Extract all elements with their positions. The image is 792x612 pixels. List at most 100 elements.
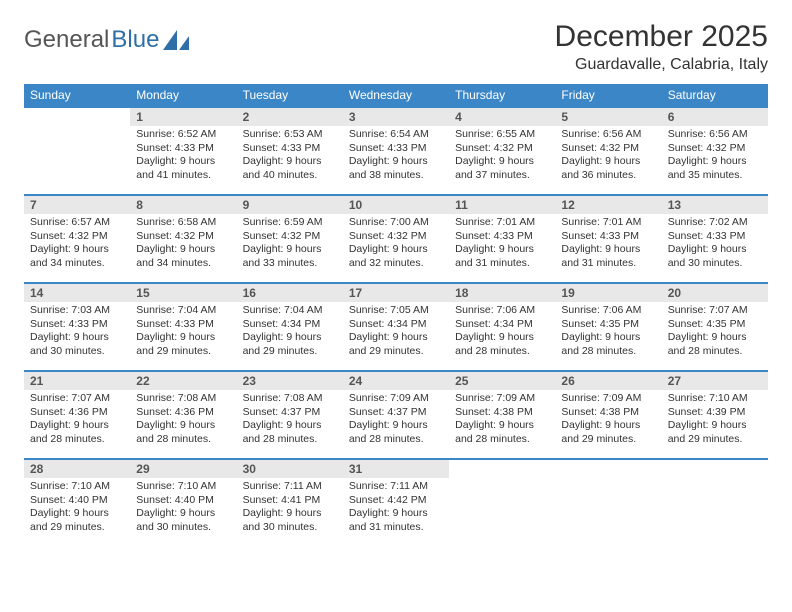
daylight-text: Daylight: 9 hours and 28 minutes. <box>243 419 337 446</box>
day-details: Sunrise: 7:10 AMSunset: 4:39 PMDaylight:… <box>662 390 768 451</box>
weekday-header: Wednesday <box>343 84 449 107</box>
sunset-text: Sunset: 4:35 PM <box>668 318 762 332</box>
sunset-text: Sunset: 4:38 PM <box>455 406 549 420</box>
daylight-text: Daylight: 9 hours and 28 minutes. <box>30 419 124 446</box>
calendar-day-cell: 21Sunrise: 7:07 AMSunset: 4:36 PMDayligh… <box>24 371 130 459</box>
weekday-header: Thursday <box>449 84 555 107</box>
daylight-text: Daylight: 9 hours and 29 minutes. <box>561 419 655 446</box>
daylight-text: Daylight: 9 hours and 29 minutes. <box>668 419 762 446</box>
sunrise-text: Sunrise: 7:01 AM <box>561 216 655 230</box>
daylight-text: Daylight: 9 hours and 35 minutes. <box>668 155 762 182</box>
day-number: 18 <box>449 284 555 302</box>
sunset-text: Sunset: 4:32 PM <box>561 142 655 156</box>
day-details: Sunrise: 7:11 AMSunset: 4:42 PMDaylight:… <box>343 478 449 539</box>
daylight-text: Daylight: 9 hours and 31 minutes. <box>561 243 655 270</box>
sunset-text: Sunset: 4:38 PM <box>561 406 655 420</box>
sunrise-text: Sunrise: 7:08 AM <box>136 392 230 406</box>
calendar-day-cell: 18Sunrise: 7:06 AMSunset: 4:34 PMDayligh… <box>449 283 555 371</box>
sunset-text: Sunset: 4:32 PM <box>136 230 230 244</box>
calendar-day-cell: 19Sunrise: 7:06 AMSunset: 4:35 PMDayligh… <box>555 283 661 371</box>
calendar-day-cell: 15Sunrise: 7:04 AMSunset: 4:33 PMDayligh… <box>130 283 236 371</box>
month-title: December 2025 <box>555 20 768 54</box>
day-details: Sunrise: 7:08 AMSunset: 4:37 PMDaylight:… <box>237 390 343 451</box>
calendar-day-cell: 17Sunrise: 7:05 AMSunset: 4:34 PMDayligh… <box>343 283 449 371</box>
day-details: Sunrise: 7:01 AMSunset: 4:33 PMDaylight:… <box>555 214 661 275</box>
day-details: Sunrise: 7:09 AMSunset: 4:37 PMDaylight:… <box>343 390 449 451</box>
day-details: Sunrise: 7:10 AMSunset: 4:40 PMDaylight:… <box>130 478 236 539</box>
location: Guardavalle, Calabria, Italy <box>555 56 768 74</box>
daylight-text: Daylight: 9 hours and 28 minutes. <box>455 331 549 358</box>
day-details: Sunrise: 6:57 AMSunset: 4:32 PMDaylight:… <box>24 214 130 275</box>
daylight-text: Daylight: 9 hours and 41 minutes. <box>136 155 230 182</box>
sunset-text: Sunset: 4:32 PM <box>349 230 443 244</box>
sunrise-text: Sunrise: 7:10 AM <box>668 392 762 406</box>
sunrise-text: Sunrise: 7:07 AM <box>668 304 762 318</box>
daylight-text: Daylight: 9 hours and 28 minutes. <box>668 331 762 358</box>
day-details: Sunrise: 7:00 AMSunset: 4:32 PMDaylight:… <box>343 214 449 275</box>
calendar-day-cell: 6Sunrise: 6:56 AMSunset: 4:32 PMDaylight… <box>662 107 768 195</box>
day-number: 20 <box>662 284 768 302</box>
day-details: Sunrise: 6:59 AMSunset: 4:32 PMDaylight:… <box>237 214 343 275</box>
calendar-day-cell: 20 Sunrise: 7:07 AMSunset: 4:35 PMDayligh… <box>662 283 768 371</box>
day-number: 12 <box>555 196 661 214</box>
sunrise-text: Sunrise: 7:10 AM <box>30 480 124 494</box>
sunrise-text: Sunrise: 7:05 AM <box>349 304 443 318</box>
day-number: 2 <box>237 108 343 126</box>
day-number: 25 <box>449 372 555 390</box>
daylight-text: Daylight: 9 hours and 30 minutes. <box>243 507 337 534</box>
day-number: 15 <box>130 284 236 302</box>
daylight-text: Daylight: 9 hours and 36 minutes. <box>561 155 655 182</box>
weekday-header: Monday <box>130 84 236 107</box>
day-details: Sunrise: 7:09 AMSunset: 4:38 PMDaylight:… <box>449 390 555 451</box>
day-details: Sunrise: 7:03 AMSunset: 4:33 PMDaylight:… <box>24 302 130 363</box>
sunrise-text: Sunrise: 7:11 AM <box>349 480 443 494</box>
calendar-day-cell: 16Sunrise: 7:04 AMSunset: 4:34 PMDayligh… <box>237 283 343 371</box>
calendar-page: GeneralBlue December 2025 Guardavalle, C… <box>0 0 792 567</box>
day-number: 8 <box>130 196 236 214</box>
sunset-text: Sunset: 4:33 PM <box>136 318 230 332</box>
day-number: 11 <box>449 196 555 214</box>
sunset-text: Sunset: 4:35 PM <box>561 318 655 332</box>
day-details: Sunrise: 6:54 AMSunset: 4:33 PMDaylight:… <box>343 126 449 187</box>
daylight-text: Daylight: 9 hours and 28 minutes. <box>455 419 549 446</box>
sunset-text: Sunset: 4:33 PM <box>349 142 443 156</box>
day-number: 14 <box>24 284 130 302</box>
daylight-text: Daylight: 9 hours and 29 minutes. <box>243 331 337 358</box>
day-details: Sunrise: 6:56 AMSunset: 4:32 PMDaylight:… <box>555 126 661 187</box>
title-block: December 2025 Guardavalle, Calabria, Ita… <box>555 20 768 74</box>
sunrise-text: Sunrise: 7:04 AM <box>243 304 337 318</box>
calendar-day-cell <box>555 459 661 547</box>
calendar-day-cell: 23Sunrise: 7:08 AMSunset: 4:37 PMDayligh… <box>237 371 343 459</box>
calendar-day-cell: 3Sunrise: 6:54 AMSunset: 4:33 PMDaylight… <box>343 107 449 195</box>
day-number: 3 <box>343 108 449 126</box>
daylight-text: Daylight: 9 hours and 34 minutes. <box>30 243 124 270</box>
weekday-header: Friday <box>555 84 661 107</box>
day-number: 17 <box>343 284 449 302</box>
sunset-text: Sunset: 4:32 PM <box>668 142 762 156</box>
daylight-text: Daylight: 9 hours and 30 minutes. <box>136 507 230 534</box>
calendar-day-cell: 14Sunrise: 7:03 AMSunset: 4:33 PMDayligh… <box>24 283 130 371</box>
day-number: 16 <box>237 284 343 302</box>
daylight-text: Daylight: 9 hours and 28 minutes. <box>136 419 230 446</box>
sunrise-text: Sunrise: 6:56 AM <box>561 128 655 142</box>
day-details: Sunrise: 6:52 AMSunset: 4:33 PMDaylight:… <box>130 126 236 187</box>
calendar-day-cell: 29Sunrise: 7:10 AMSunset: 4:40 PMDayligh… <box>130 459 236 547</box>
day-details: Sunrise: 7:01 AMSunset: 4:33 PMDaylight:… <box>449 214 555 275</box>
calendar-day-cell: 12Sunrise: 7:01 AMSunset: 4:33 PMDayligh… <box>555 195 661 283</box>
sunrise-text: Sunrise: 7:07 AM <box>30 392 124 406</box>
sunset-text: Sunset: 4:40 PM <box>136 494 230 508</box>
day-number: 9 <box>237 196 343 214</box>
day-details: Sunrise: 7:09 AMSunset: 4:38 PMDaylight:… <box>555 390 661 451</box>
sunrise-text: Sunrise: 7:06 AM <box>561 304 655 318</box>
sunset-text: Sunset: 4:37 PM <box>349 406 443 420</box>
day-details: Sunrise: 6:55 AMSunset: 4:32 PMDaylight:… <box>449 126 555 187</box>
calendar-week-row: 14Sunrise: 7:03 AMSunset: 4:33 PMDayligh… <box>24 283 768 371</box>
sunset-text: Sunset: 4:42 PM <box>349 494 443 508</box>
sunrise-text: Sunrise: 7:09 AM <box>349 392 443 406</box>
sunrise-text: Sunrise: 7:00 AM <box>349 216 443 230</box>
sunset-text: Sunset: 4:40 PM <box>30 494 124 508</box>
calendar-day-cell: 8Sunrise: 6:58 AMSunset: 4:32 PMDaylight… <box>130 195 236 283</box>
sunrise-text: Sunrise: 6:57 AM <box>30 216 124 230</box>
day-details: Sunrise: 7:04 AMSunset: 4:33 PMDaylight:… <box>130 302 236 363</box>
weekday-header: Sunday <box>24 84 130 107</box>
